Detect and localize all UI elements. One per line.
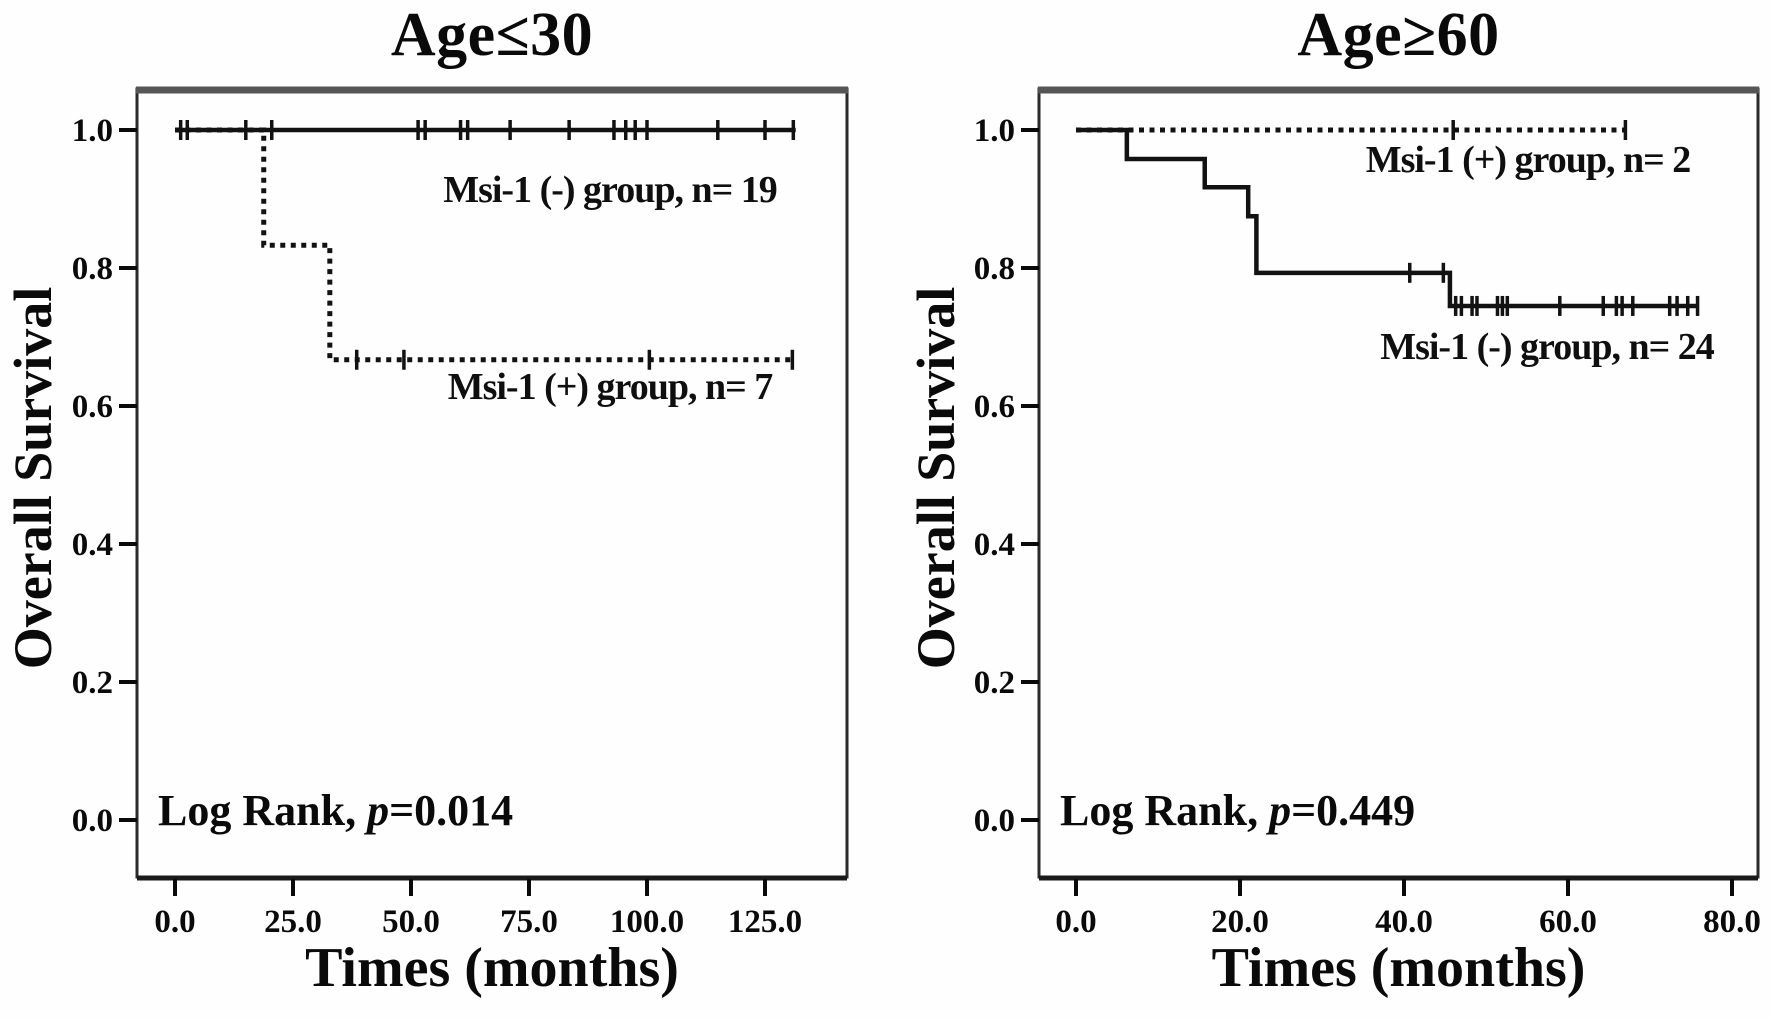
tick-label: 0.8 <box>72 251 113 287</box>
tick-label: 100.0 <box>610 904 684 940</box>
series-label-left-positive: Msi-1 (+) group, n= 7 <box>447 366 774 408</box>
tick-label: 0.0 <box>72 803 113 839</box>
tick-label: 1.0 <box>72 113 113 149</box>
tick-label: 75.0 <box>500 904 558 940</box>
tick-label: 20.0 <box>1211 904 1269 940</box>
series-label-left-negative: Msi-1 (-) group, n= 19 <box>443 169 778 211</box>
tick-label: 50.0 <box>382 904 440 940</box>
p-value: =0.014 <box>389 786 514 835</box>
tick-label: 80.0 <box>1703 904 1761 940</box>
x-axis-label-right: Times (months) <box>1211 937 1586 999</box>
y-axis-label-right: Overall Survival <box>906 286 966 670</box>
tick-label: 0.6 <box>72 389 113 425</box>
tick-label: 0.2 <box>974 665 1015 701</box>
survival-curve-solid <box>1076 127 1699 309</box>
panel-title-left: Age≤30 <box>390 1 594 69</box>
log-rank-prefix: Log Rank, <box>158 786 368 835</box>
tick-label: 0.6 <box>974 389 1015 425</box>
tick-label: 1.0 <box>974 113 1015 149</box>
panel-title-right: Age≥60 <box>1297 1 1500 69</box>
plot-box <box>1037 87 1760 879</box>
tick-label: 0.4 <box>72 527 113 563</box>
p-symbol: p <box>1269 786 1292 835</box>
series-label-right-positive: Msi-1 (+) group, n= 2 <box>1365 139 1692 181</box>
tick-label: 0.0 <box>154 904 195 940</box>
tick-label: 40.0 <box>1375 904 1433 940</box>
p-value: =0.449 <box>1291 786 1416 835</box>
tick-label: 0.4 <box>974 527 1015 563</box>
tick-label: 25.0 <box>264 904 322 940</box>
tick-label: 0.8 <box>974 251 1015 287</box>
p-symbol: p <box>367 786 390 835</box>
y-axis-label-left: Overall Survival <box>3 286 63 670</box>
survival-curve-dotted <box>175 127 793 363</box>
tick-label: 0.0 <box>974 803 1015 839</box>
log-rank-annotation-right: Log Rank, p=0.449 <box>1060 785 1415 836</box>
tick-label: 125.0 <box>728 904 802 940</box>
log-rank-annotation-left: Log Rank, p=0.014 <box>158 785 513 836</box>
series-label-right-negative: Msi-1 (-) group, n= 24 <box>1380 326 1715 368</box>
tick-label: 0.2 <box>72 665 113 701</box>
tick-label: 0.0 <box>1055 904 1096 940</box>
tick-label: 60.0 <box>1539 904 1597 940</box>
x-axis-label-left: Times (months) <box>305 937 679 999</box>
log-rank-prefix: Log Rank, <box>1060 786 1270 835</box>
